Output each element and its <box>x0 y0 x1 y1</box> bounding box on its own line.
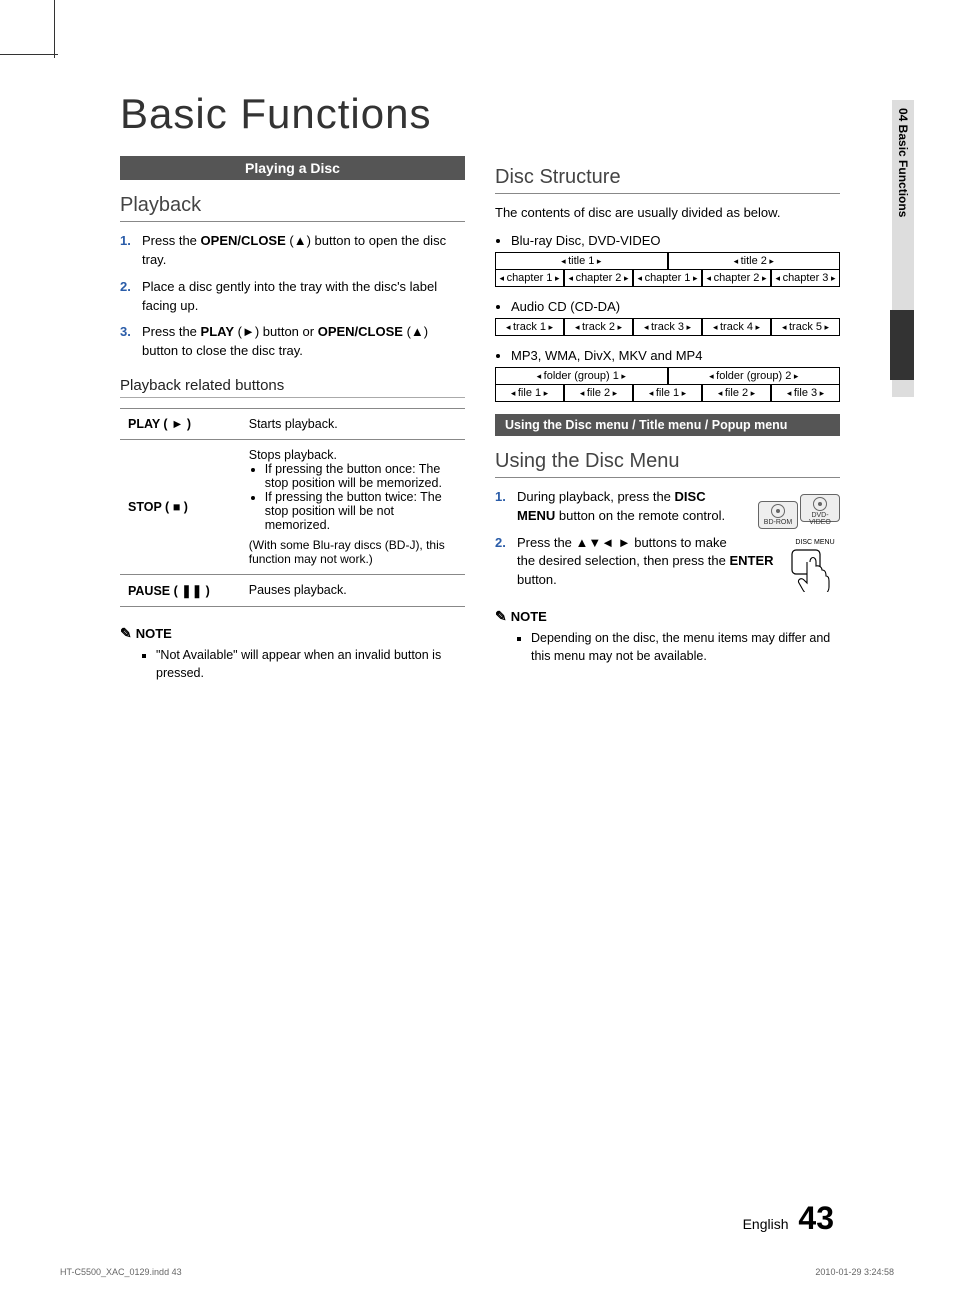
structure-cell: chapter 3 <box>771 270 840 286</box>
buttons-table: PLAY ( ► )Starts playback.STOP ( ■ )Stop… <box>120 408 465 607</box>
structure-group: Blu-ray Disc, DVD-VIDEOtitle 1title 2cha… <box>495 233 840 287</box>
table-row: STOP ( ■ )Stops playback.If pressing the… <box>120 440 465 575</box>
structure-label: MP3, WMA, DivX, MKV and MP4 <box>511 348 840 363</box>
two-columns: Playing a Disc Playback Press the OPEN/C… <box>120 156 840 682</box>
structure-diagram: title 1title 2chapter 1chapter 2chapter … <box>495 252 840 287</box>
step-item: Press the PLAY (►) button or OPEN/CLOSE … <box>120 323 465 361</box>
disc-menu-steps: During playback, press the DISC MENU but… <box>495 488 840 590</box>
playback-steps: Press the OPEN/CLOSE (▲) button to open … <box>120 232 465 361</box>
note-icon: ✎ <box>120 625 132 641</box>
structure-cell: track 5 <box>771 319 840 335</box>
imprint-file: HT-C5500_XAC_0129.indd 43 <box>60 1267 182 1277</box>
structure-cell: track 1 <box>495 319 564 335</box>
note-list-right: Depending on the disc, the menu items ma… <box>531 629 840 665</box>
structure-groups: Blu-ray Disc, DVD-VIDEOtitle 1title 2cha… <box>495 233 840 402</box>
note-label: NOTE <box>136 626 172 641</box>
structure-cell: track 2 <box>564 319 633 335</box>
button-desc-cell: Pauses playback. <box>241 575 465 607</box>
footer-language: English <box>743 1216 789 1232</box>
section-bar-playing: Playing a Disc <box>120 156 465 180</box>
note-item: Depending on the disc, the menu items ma… <box>531 629 840 665</box>
button-name-cell: PAUSE ( ❚❚ ) <box>120 575 241 607</box>
structure-label: Audio CD (CD-DA) <box>511 299 840 314</box>
disc-structure-intro: The contents of disc are usually divided… <box>495 204 840 223</box>
crop-mark-v <box>54 0 55 58</box>
page-title: Basic Functions <box>120 90 840 138</box>
structure-cell: folder (group) 2 <box>668 368 841 384</box>
heading-buttons: Playback related buttons <box>120 377 465 398</box>
structure-label: Blu-ray Disc, DVD-VIDEO <box>511 233 840 248</box>
heading-disc-structure: Disc Structure <box>495 166 840 194</box>
structure-cell: chapter 1 <box>633 270 702 286</box>
section-bar-menus: Using the Disc menu / Title menu / Popup… <box>495 414 840 436</box>
structure-cell: chapter 1 <box>495 270 564 286</box>
right-column: Disc Structure The contents of disc are … <box>495 156 840 682</box>
note-heading-right: ✎ NOTE <box>495 608 840 625</box>
step-item: Press the OPEN/CLOSE (▲) button to open … <box>120 232 465 270</box>
button-desc-cell: Starts playback. <box>241 409 465 440</box>
page-content: Basic Functions Playing a Disc Playback … <box>120 90 840 682</box>
structure-cell: file 3 <box>771 385 840 401</box>
structure-cell: file 2 <box>564 385 633 401</box>
structure-cell: file 1 <box>495 385 564 401</box>
left-column: Playing a Disc Playback Press the OPEN/C… <box>120 156 465 682</box>
button-name-cell: STOP ( ■ ) <box>120 440 241 575</box>
step-item: Place a disc gently into the tray with t… <box>120 278 465 316</box>
structure-cell: title 1 <box>495 253 668 269</box>
note-icon: ✎ <box>495 608 507 624</box>
table-row: PLAY ( ► )Starts playback. <box>120 409 465 440</box>
structure-cell: chapter 2 <box>702 270 771 286</box>
structure-diagram: folder (group) 1folder (group) 2file 1fi… <box>495 367 840 402</box>
imprint: HT-C5500_XAC_0129.indd 43 2010-01-29 3:2… <box>60 1267 894 1277</box>
heading-playback: Playback <box>120 194 465 222</box>
step-item: During playback, press the DISC MENU but… <box>495 488 840 526</box>
heading-disc-menu: Using the Disc Menu <box>495 450 840 478</box>
note-item: "Not Available" will appear when an inva… <box>156 646 465 682</box>
structure-cell: title 2 <box>668 253 841 269</box>
note-heading-left: ✎ NOTE <box>120 625 465 642</box>
note-list-left: "Not Available" will appear when an inva… <box>156 646 465 682</box>
imprint-date: 2010-01-29 3:24:58 <box>815 1267 894 1277</box>
structure-cell: track 3 <box>633 319 702 335</box>
side-tab-dark <box>890 310 914 380</box>
structure-group: MP3, WMA, DivX, MKV and MP4 folder (group… <box>495 348 840 402</box>
note-label: NOTE <box>511 609 547 624</box>
page-footer: English 43 <box>743 1200 834 1237</box>
button-desc-cell: Stops playback.If pressing the button on… <box>241 440 465 575</box>
crop-mark-h <box>0 54 58 55</box>
structure-cell: chapter 2 <box>564 270 633 286</box>
structure-cell: folder (group) 1 <box>495 368 668 384</box>
button-name-cell: PLAY ( ► ) <box>120 409 241 440</box>
structure-cell: track 4 <box>702 319 771 335</box>
structure-diagram: track 1track 2track 3track 4track 5 <box>495 318 840 336</box>
structure-cell: file 2 <box>702 385 771 401</box>
table-row: PAUSE ( ❚❚ )Pauses playback. <box>120 575 465 607</box>
step-item: Press the ▲▼◄ ► buttons to make the desi… <box>495 534 840 591</box>
structure-cell: file 1 <box>633 385 702 401</box>
structure-group: Audio CD (CD-DA)track 1track 2track 3tra… <box>495 299 840 336</box>
footer-page-number: 43 <box>798 1200 834 1236</box>
